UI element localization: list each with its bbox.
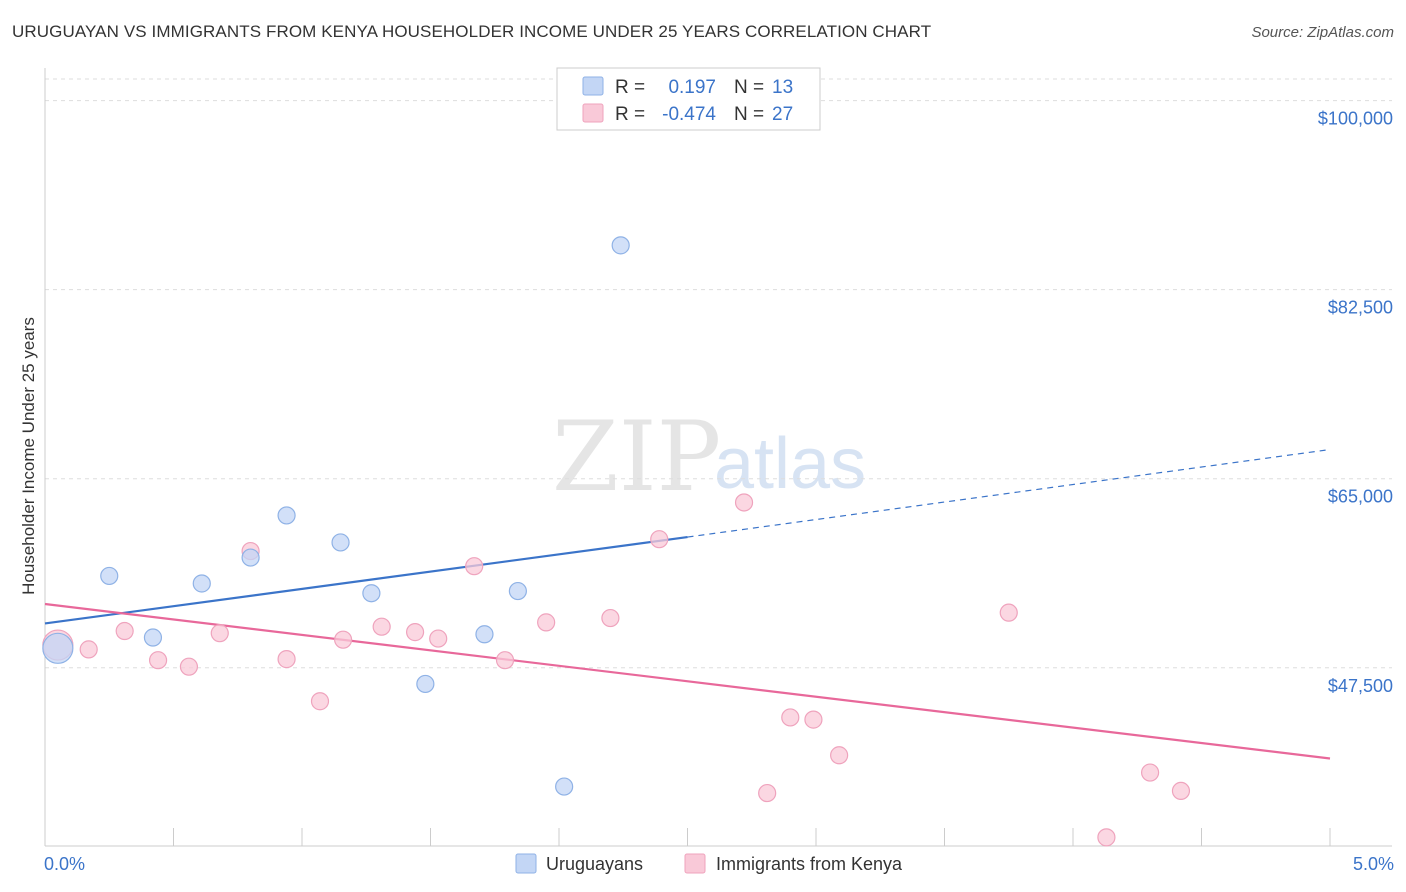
x-tick-label-start: 0.0% <box>44 854 85 874</box>
data-point-kenya <box>277 650 296 669</box>
data-point-kenya <box>495 651 515 670</box>
data-point-kenya <box>1171 781 1191 801</box>
y-tick-label: $82,500 <box>1328 298 1393 318</box>
legend-r-label: R = <box>615 104 645 125</box>
data-point-kenya <box>734 493 754 512</box>
legend-r-label: R = <box>615 77 645 98</box>
data-point-kenya <box>210 624 229 643</box>
trendline-uruguayans <box>44 535 688 625</box>
data-point-uruguayans <box>611 236 630 255</box>
watermark-zip: ZIP <box>552 401 721 513</box>
data-point-uruguayans <box>42 632 74 664</box>
data-point-kenya <box>1097 828 1116 847</box>
data-point-uruguayans <box>192 574 211 593</box>
legend-n-value: 13 <box>772 77 793 98</box>
data-point-kenya <box>148 651 168 670</box>
data-point-kenya <box>537 613 556 632</box>
legend-swatch-uruguayans <box>582 76 604 96</box>
data-point-uruguayans <box>331 533 350 552</box>
data-point-kenya <box>804 710 823 729</box>
data-point-kenya <box>830 746 849 765</box>
legend-n-value: 27 <box>772 104 793 125</box>
data-point-kenya <box>79 640 98 659</box>
bottom-legend-swatch-kenya <box>684 853 706 874</box>
data-point-kenya <box>310 692 330 711</box>
legend-r-value: -0.474 <box>662 104 716 125</box>
data-point-kenya <box>429 629 448 648</box>
y-tick-label: $100,000 <box>1318 109 1393 129</box>
data-point-kenya <box>758 783 777 803</box>
data-point-kenya <box>372 617 391 636</box>
y-tick-label: $47,500 <box>1328 676 1393 696</box>
data-point-kenya <box>1140 763 1160 782</box>
data-point-uruguayans <box>555 777 574 796</box>
data-point-kenya <box>405 623 425 642</box>
trendline-kenya <box>44 602 1331 760</box>
legend-r-value: 0.197 <box>668 77 716 98</box>
data-point-uruguayans <box>416 674 435 694</box>
series-legend: Uruguayans Immigrants from Kenya <box>515 853 903 874</box>
chart-title: URUGUAYAN VS IMMIGRANTS FROM KENYA HOUSE… <box>12 22 932 41</box>
data-point-kenya <box>601 608 620 628</box>
source-label: Source: ZipAtlas.com <box>1251 24 1394 41</box>
y-axis-label: Householder Income Under 25 years <box>19 317 38 595</box>
data-point-kenya <box>115 621 134 641</box>
data-point-uruguayans <box>508 581 527 601</box>
data-point-kenya <box>465 557 484 576</box>
bottom-legend-swatch-uruguayans <box>515 853 537 874</box>
data-point-kenya <box>781 708 800 727</box>
trendline-uruguayans-extension <box>687 448 1331 538</box>
data-point-kenya <box>334 630 353 649</box>
legend-n-label: N = <box>734 77 764 98</box>
x-tick-label-end: 5.0% <box>1353 854 1394 874</box>
y-tick-label: $65,000 <box>1328 487 1393 507</box>
data-point-uruguayans <box>143 628 163 647</box>
data-point-uruguayans <box>241 548 260 567</box>
legend-n-label: N = <box>734 104 764 125</box>
data-point-kenya <box>999 603 1018 622</box>
data-point-uruguayans <box>100 566 119 586</box>
data-point-kenya <box>650 530 669 549</box>
data-point-uruguayans <box>277 506 296 525</box>
bottom-legend-label-kenya: Immigrants from Kenya <box>716 854 903 874</box>
legend-swatch-kenya <box>582 103 604 123</box>
correlation-legend: R = 0.197 N = 13 R = -0.474 N = 27 <box>556 67 821 131</box>
data-point-kenya <box>179 657 199 676</box>
data-point-uruguayans <box>475 625 494 644</box>
bottom-legend-label-uruguayans: Uruguayans <box>546 854 643 874</box>
watermark-atlas: atlas <box>714 424 866 504</box>
data-point-uruguayans <box>362 584 381 603</box>
